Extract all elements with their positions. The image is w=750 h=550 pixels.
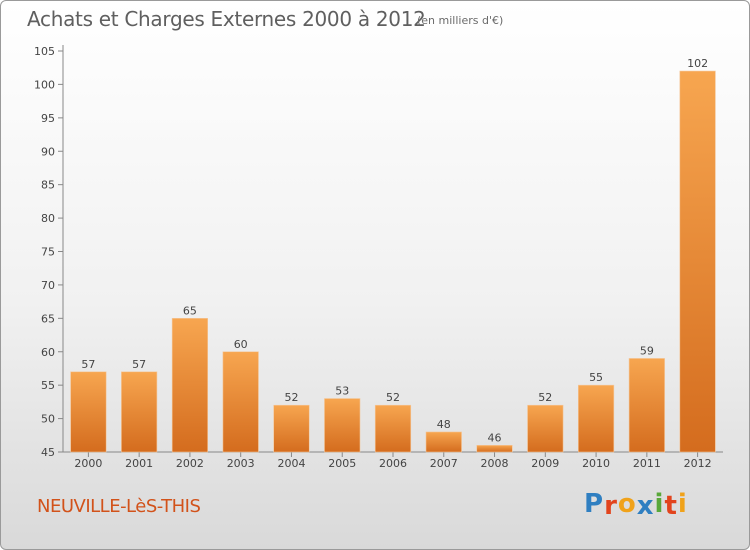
value-label-2001: 57 xyxy=(132,358,146,371)
y-tick-label: 65 xyxy=(41,312,55,325)
value-labels: 57 57 65 60 52 53 52 48 46 52 55 59 102 xyxy=(81,57,708,444)
y-tick-label: 50 xyxy=(41,413,55,426)
proxiti-logo: Proxiti xyxy=(584,489,688,521)
x-tick-label-2002: 2002 xyxy=(176,457,204,470)
bars xyxy=(70,70,716,453)
value-label-2005: 53 xyxy=(335,385,349,398)
x-tick-label-2007: 2007 xyxy=(430,457,458,470)
bar-2003 xyxy=(222,351,259,453)
x-tick-label-2004: 2004 xyxy=(277,457,305,470)
y-tick-label: 95 xyxy=(41,112,55,125)
chart-subtitle: (en milliers d'€) xyxy=(417,14,504,27)
y-tick-label: 80 xyxy=(41,212,55,225)
bar-2006 xyxy=(374,404,412,453)
bar-2012 xyxy=(679,70,716,453)
y-tick-label: 60 xyxy=(41,346,55,359)
logo-letter: r xyxy=(604,491,618,521)
x-tick-label-2008: 2008 xyxy=(481,457,509,470)
value-label-2012: 102 xyxy=(687,57,708,70)
bar-2009 xyxy=(527,404,564,453)
bar-2000 xyxy=(70,371,107,453)
axes: 45 50 55 60 65 70 75 80 85 90 95 100 105 2000 2001 2002… xyxy=(34,45,723,470)
y-tick-label: 45 xyxy=(41,446,55,459)
logo-letter: o xyxy=(617,489,637,519)
y-tick-label: 75 xyxy=(41,246,55,259)
x-tick-label-2006: 2006 xyxy=(379,457,407,470)
value-label-2007: 48 xyxy=(437,418,451,431)
value-label-2000: 57 xyxy=(81,358,95,371)
y-tick-label: 55 xyxy=(41,379,55,392)
bar-2005 xyxy=(324,398,361,453)
x-tick-label-2010: 2010 xyxy=(582,457,610,470)
place-name: NEUVILLE-LèS-THIS xyxy=(37,496,201,517)
x-tick-label-2001: 2001 xyxy=(125,457,153,470)
bar-2007 xyxy=(425,431,462,453)
x-tick-label-2003: 2003 xyxy=(227,457,255,470)
y-tick-label: 105 xyxy=(34,45,55,58)
logo-letter: P xyxy=(584,489,605,519)
logo-letter: t xyxy=(664,491,678,521)
value-label-2010: 55 xyxy=(589,371,603,384)
x-tick-label-2005: 2005 xyxy=(328,457,356,470)
value-label-2004: 52 xyxy=(284,391,298,404)
value-label-2002: 65 xyxy=(183,304,197,317)
y-tick-label: 100 xyxy=(34,78,55,91)
x-tick-label-2000: 2000 xyxy=(74,457,102,470)
value-label-2009: 52 xyxy=(538,391,552,404)
value-label-2011: 59 xyxy=(640,344,654,357)
bar-2010 xyxy=(578,384,615,453)
y-tick-label: 90 xyxy=(41,145,55,158)
bar-2002 xyxy=(171,318,208,453)
chart-title: Achats et Charges Externes 2000 à 2012 xyxy=(27,7,426,31)
value-label-2008: 46 xyxy=(488,431,502,444)
bar-2001 xyxy=(121,371,158,453)
x-tick-label-2011: 2011 xyxy=(633,457,661,470)
logo-letter: x xyxy=(636,491,655,521)
x-tick-label-2012: 2012 xyxy=(684,457,712,470)
x-tick-label-2009: 2009 xyxy=(531,457,559,470)
bar-2008 xyxy=(476,445,513,453)
y-tick-label: 70 xyxy=(41,279,55,292)
bar-2011 xyxy=(628,358,665,453)
y-tick-label: 85 xyxy=(41,179,55,192)
value-label-2006: 52 xyxy=(386,391,400,404)
logo-letter: i xyxy=(654,489,665,519)
logo-letter: i xyxy=(677,489,688,519)
bar-2004 xyxy=(273,404,310,453)
value-label-2003: 60 xyxy=(234,338,248,351)
